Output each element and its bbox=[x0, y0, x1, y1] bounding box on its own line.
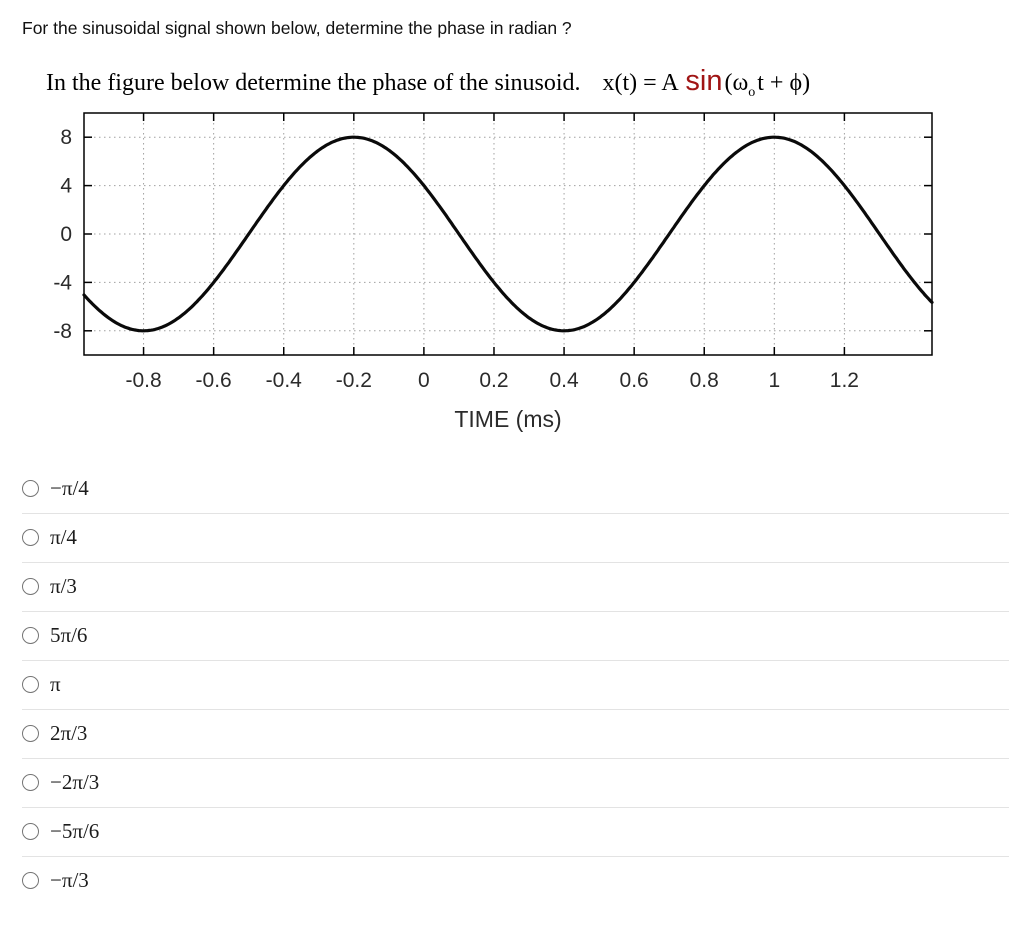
radio-button[interactable] bbox=[22, 872, 39, 890]
radio-button[interactable] bbox=[22, 676, 39, 694]
radio-button[interactable] bbox=[22, 480, 39, 498]
x-tick-label: 0.4 bbox=[549, 369, 579, 392]
sinusoid-chart: -0.8 -0.6 -0.4 -0.2 0 0.2 0.4 0.6 0.8 1 1.2 8 4 0 -4 -8 bbox=[53, 112, 934, 392]
sine-curve bbox=[82, 135, 934, 333]
formula-lhs: x(t) = A bbox=[602, 70, 678, 96]
sinusoid-figure: -0.8 -0.6 -0.4 -0.2 0 0.2 0.4 0.6 0.8 1 1.2 8 4 0 -4 -8… bbox=[22, 107, 1031, 433]
radio-button[interactable] bbox=[22, 725, 39, 743]
x-tick-label: 0 bbox=[418, 369, 430, 392]
formula: x(t) = A sin(ωot + ϕ) bbox=[602, 65, 811, 100]
radio-button[interactable] bbox=[22, 774, 39, 792]
option-label: −5π/6 bbox=[50, 819, 100, 844]
radio-button[interactable] bbox=[22, 578, 39, 596]
option-label: −π/4 bbox=[50, 476, 89, 501]
x-tick-label: -0.4 bbox=[266, 369, 303, 392]
formula-rest: t + ϕ) bbox=[757, 70, 811, 96]
option-label: π/4 bbox=[50, 525, 77, 550]
y-tick-label: 4 bbox=[60, 174, 72, 197]
x-axis-label: TIME (ms) bbox=[454, 405, 562, 432]
option-row[interactable]: −π/4 bbox=[22, 465, 1009, 514]
y-tick-label: 0 bbox=[60, 223, 72, 246]
figure-caption: In the figure below determine the phase … bbox=[46, 65, 1031, 101]
x-tick-label: -0.6 bbox=[196, 369, 232, 392]
x-tick-label: 0.8 bbox=[690, 369, 719, 392]
radio-button[interactable] bbox=[22, 627, 39, 645]
formula-sin: sin bbox=[685, 65, 723, 97]
option-label: −π/3 bbox=[50, 868, 89, 893]
formula-omega: (ω bbox=[724, 70, 749, 96]
x-tick-label: -0.8 bbox=[125, 369, 161, 392]
x-tick-label: 0.6 bbox=[620, 369, 649, 392]
y-tick-label: -4 bbox=[53, 271, 72, 294]
radio-button[interactable] bbox=[22, 823, 39, 841]
radio-button[interactable] bbox=[22, 529, 39, 547]
caption-text: In the figure below determine the phase … bbox=[46, 70, 581, 96]
option-label: 5π/6 bbox=[50, 623, 88, 648]
option-row[interactable]: −π/3 bbox=[22, 857, 1009, 905]
option-row[interactable]: −5π/6 bbox=[22, 808, 1009, 857]
x-tick-label: 1 bbox=[768, 369, 780, 392]
plot-frame bbox=[83, 112, 933, 356]
x-tick-label: 0.2 bbox=[479, 369, 508, 392]
option-row[interactable]: π/3 bbox=[22, 563, 1009, 612]
formula-omega-subscript: o bbox=[748, 84, 756, 100]
option-row[interactable]: 5π/6 bbox=[22, 612, 1009, 661]
option-row[interactable]: π bbox=[22, 661, 1009, 710]
option-row[interactable]: −2π/3 bbox=[22, 759, 1009, 808]
x-tick-label: -0.2 bbox=[336, 369, 372, 392]
quiz-page: For the sinusoidal signal shown below, d… bbox=[22, 18, 1031, 905]
y-tick-label: 8 bbox=[60, 126, 72, 149]
option-row[interactable]: 2π/3 bbox=[22, 710, 1009, 759]
y-tick-label: -8 bbox=[53, 320, 72, 343]
option-label: π/3 bbox=[50, 574, 77, 599]
answer-options: −π/4 π/4 π/3 5π/6 π 2π/3 −2π/3 −5π/6 bbox=[22, 465, 1009, 905]
option-row[interactable]: π/4 bbox=[22, 514, 1009, 563]
option-label: π bbox=[50, 672, 61, 697]
question-prompt: For the sinusoidal signal shown below, d… bbox=[22, 18, 572, 38]
option-label: 2π/3 bbox=[50, 721, 88, 746]
x-tick-label: 1.2 bbox=[830, 369, 859, 392]
option-label: −2π/3 bbox=[50, 770, 100, 795]
